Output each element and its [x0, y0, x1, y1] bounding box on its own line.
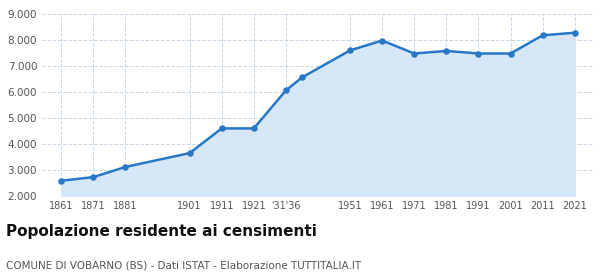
Text: Popolazione residente ai censimenti: Popolazione residente ai censimenti: [6, 224, 317, 239]
Point: [217, 126, 227, 131]
Point: [281, 88, 291, 93]
Point: [345, 48, 355, 53]
Point: [442, 49, 451, 53]
Text: COMUNE DI VOBARNO (BS) - Dati ISTAT - Elaborazione TUTTITALIA.IT: COMUNE DI VOBARNO (BS) - Dati ISTAT - El…: [6, 260, 361, 270]
Point: [506, 51, 515, 56]
Point: [297, 75, 307, 80]
Point: [377, 38, 387, 43]
Point: [185, 151, 194, 155]
Point: [570, 31, 580, 35]
Point: [121, 165, 130, 169]
Point: [89, 175, 98, 179]
Point: [249, 126, 259, 131]
Point: [56, 178, 66, 183]
Point: [473, 51, 483, 56]
Point: [538, 33, 547, 38]
Point: [409, 51, 419, 56]
